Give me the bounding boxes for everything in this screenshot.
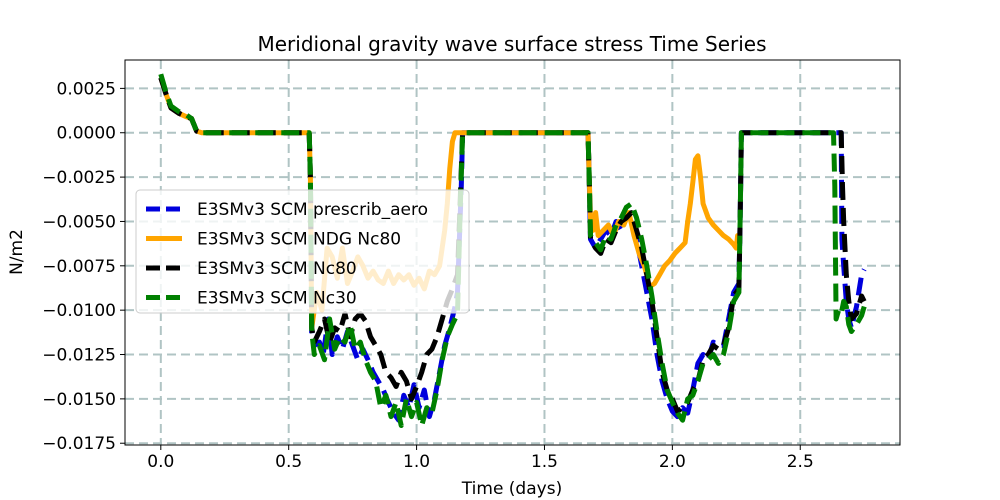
x-tick-label: 2.0 (659, 452, 686, 472)
legend-label: E3SMv3 SCM Nc80 (197, 259, 357, 279)
y-tick-label: −0.0025 (42, 168, 116, 188)
legend-label: E3SMv3 SCM NDG Nc80 (197, 230, 401, 250)
legend: E3SMv3 SCM prescrib_aero E3SMv3 SCM NDG N… (135, 189, 470, 314)
legend-frame (135, 189, 470, 314)
legend-label: E3SMv3 SCM prescrib_aero (197, 200, 428, 220)
y-tick-label: −0.0100 (42, 301, 116, 321)
y-tick-label: 0.0025 (57, 79, 116, 99)
y-tick-label: −0.0050 (42, 212, 116, 232)
tick-layer: 0.0 0.5 1.0 1.5 2.0 2.5 0.0025 0.0000 −0.0025 −0.… (42, 79, 814, 472)
x-tick-label: 0.0 (147, 452, 174, 472)
y-tick-label: −0.0075 (42, 257, 116, 277)
y-axis-label: N/m2 (7, 229, 27, 275)
legend-label: E3SMv3 SCM Nc30 (197, 289, 357, 309)
x-tick-label: 2.5 (787, 452, 814, 472)
x-tick-label: 1.5 (531, 452, 558, 472)
y-tick-label: −0.0125 (42, 346, 116, 366)
plot-frame (124, 59, 901, 446)
x-tick-label: 0.5 (275, 452, 302, 472)
x-axis-label: Time (days) (461, 479, 562, 499)
legend-entries: E3SMv3 SCM prescrib_aero E3SMv3 SCM NDG N… (146, 200, 428, 309)
x-tick-label: 1.0 (403, 452, 430, 472)
y-tick-label: −0.0150 (42, 390, 116, 410)
series-line-3 (158, 73, 867, 428)
y-tick-label: −0.0175 (42, 434, 116, 454)
y-tick-label: 0.0000 (57, 124, 116, 144)
chart-title: Meridional gravity wave surface stress T… (257, 32, 766, 56)
